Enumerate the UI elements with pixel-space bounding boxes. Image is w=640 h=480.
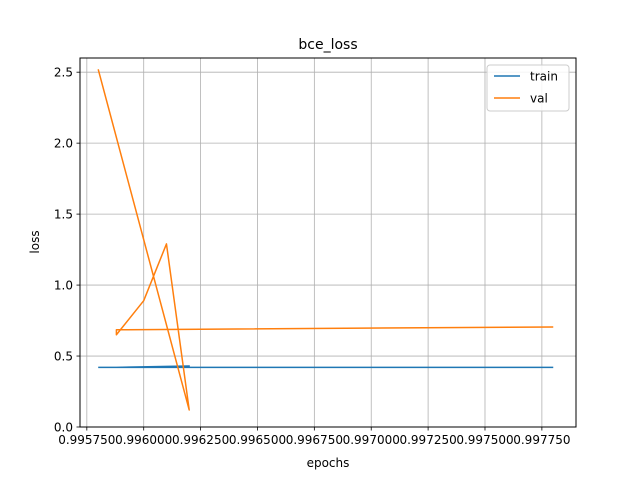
legend: train val xyxy=(486,64,570,112)
y-tick-label: 1.5 xyxy=(54,207,73,221)
x-tick-label: 0.996500 xyxy=(229,433,286,447)
y-tick-label: 2.0 xyxy=(54,136,73,150)
series-line-val xyxy=(97,69,554,411)
y-tick-label: 0.5 xyxy=(54,349,73,363)
x-tick-label: 0.996000 xyxy=(115,433,172,447)
series-lines xyxy=(97,69,554,411)
x-tick-label: 0.997750 xyxy=(513,433,570,447)
y-tick-label: 1.0 xyxy=(54,278,73,292)
series-line-train xyxy=(98,365,554,369)
chart-title: bce_loss xyxy=(298,37,357,53)
x-axis-label: epochs xyxy=(307,456,350,470)
x-tick-label: 0.996750 xyxy=(286,433,343,447)
x-tick-label: 0.997500 xyxy=(456,433,513,447)
y-tick-label: 0.0 xyxy=(54,420,73,434)
y-tick-label: 2.5 xyxy=(54,65,73,79)
x-tick-label: 0.996250 xyxy=(172,433,229,447)
legend-label-val: val xyxy=(530,91,548,105)
x-tick-label: 0.995750 xyxy=(58,433,115,447)
legend-label-train: train xyxy=(530,69,558,83)
plot-frame xyxy=(79,57,577,428)
x-tick-label: 0.997000 xyxy=(343,433,400,447)
y-axis-label: loss xyxy=(28,230,42,253)
x-tick-label: 0.997250 xyxy=(399,433,456,447)
ticks: 0.995750 0.996000 0.996250 0.996500 0.996750… xyxy=(54,65,571,447)
